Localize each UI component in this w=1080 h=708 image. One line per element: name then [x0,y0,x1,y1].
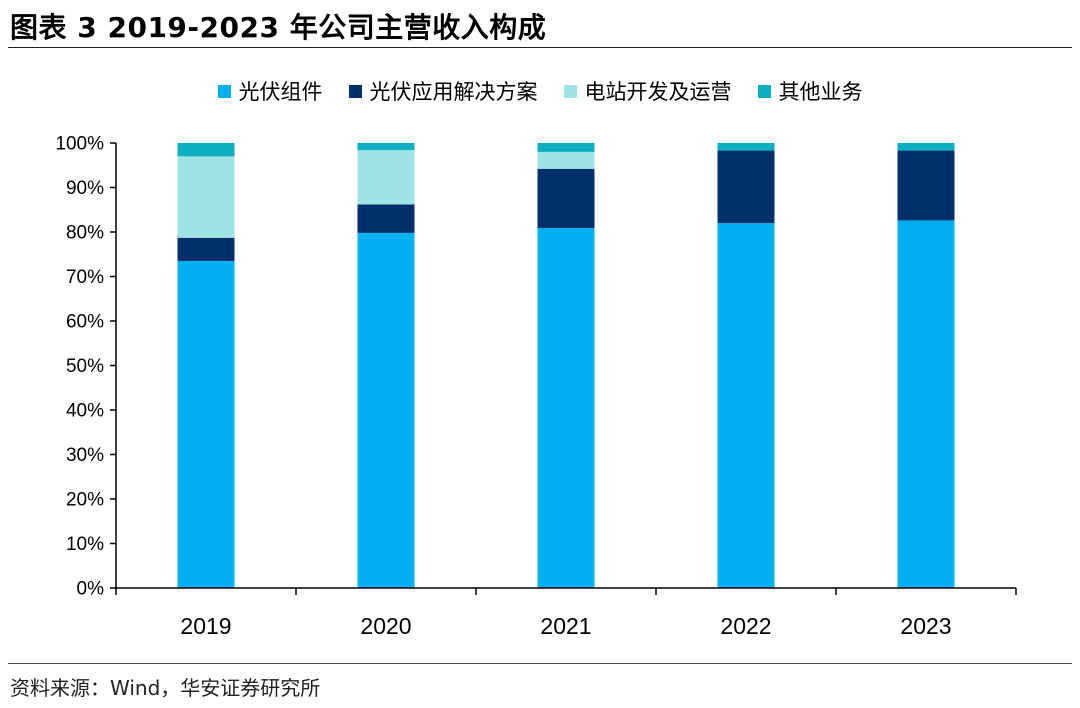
y-tick-label: 60% [66,312,104,333]
bar-segment [537,168,595,228]
bar-segment [177,156,235,238]
footer-divider [8,663,1072,664]
x-tick-label: 2023 [900,613,951,639]
legend-item-power-station: 电站开发及运营 [563,76,732,106]
bar-segment [357,232,415,588]
title-divider [8,47,1072,48]
legend-item-other: 其他业务 [757,76,863,106]
bar-segment [897,220,955,588]
legend-swatch [563,84,577,98]
bar-segment [177,143,235,157]
y-tick-label: 0% [77,579,105,600]
bar-segment [717,150,775,224]
legend-label: 电站开发及运营 [584,80,732,104]
legend-label: 其他业务 [778,80,863,104]
x-tick-label: 2022 [720,613,771,639]
x-tick-label: 2021 [540,613,591,639]
y-tick-label: 30% [66,445,104,466]
legend-item-pv-solutions: 光伏应用解决方案 [348,76,538,106]
bar-segment [537,143,595,152]
y-tick-label: 80% [66,223,104,244]
legend-item-pv-modules: 光伏组件 [217,76,323,106]
y-tick-label: 70% [66,267,104,288]
chart-title: 图表 3 2019-2023 年公司主营收入构成 [10,11,547,44]
bar-segment [357,143,415,151]
bar-segment [357,204,415,233]
y-tick-label: 90% [66,178,104,199]
legend-label: 光伏应用解决方案 [369,80,538,104]
legend-label: 光伏组件 [238,80,323,104]
bar-segment [897,150,955,221]
legend-swatch [757,84,771,98]
legend-swatch [217,84,231,98]
legend: 光伏组件 光伏应用解决方案 电站开发及运营 其他业务 [0,76,1080,106]
bar-segment [717,143,775,151]
x-tick-label: 2020 [360,613,411,639]
bar-segment [177,237,235,261]
bar-segment [177,260,235,588]
y-tick-label: 20% [66,490,104,511]
source-note: 资料来源：Wind，华安证券研究所 [10,676,321,700]
legend-swatch [348,84,362,98]
bar-segment [537,228,595,588]
y-tick-label: 40% [66,401,104,422]
bar-segment [717,223,775,588]
y-tick-label: 100% [55,134,104,155]
bar-segment [357,150,415,205]
bar-segment [537,151,595,169]
y-tick-label: 10% [66,534,104,555]
y-tick-label: 50% [66,356,104,377]
bar-segment [897,143,955,151]
x-tick-label: 2019 [180,613,231,639]
